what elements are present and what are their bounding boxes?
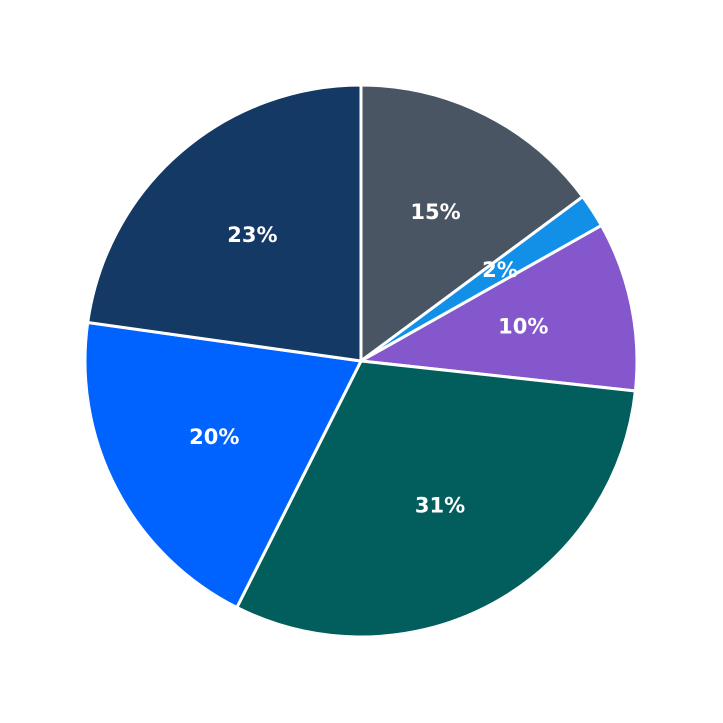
- pie-slice: [86, 83, 363, 363]
- slice-label: 23%: [227, 223, 277, 247]
- pie-slice: [83, 320, 364, 610]
- pie-slice: [359, 83, 585, 364]
- slice-label: 2%: [482, 258, 518, 282]
- pie-slice: [356, 223, 639, 393]
- pie-slice: [234, 359, 638, 639]
- slice-label: 15%: [410, 200, 460, 224]
- slice-label: 20%: [189, 425, 239, 449]
- slice-label: 10%: [498, 315, 548, 339]
- slice-label: 31%: [415, 494, 465, 518]
